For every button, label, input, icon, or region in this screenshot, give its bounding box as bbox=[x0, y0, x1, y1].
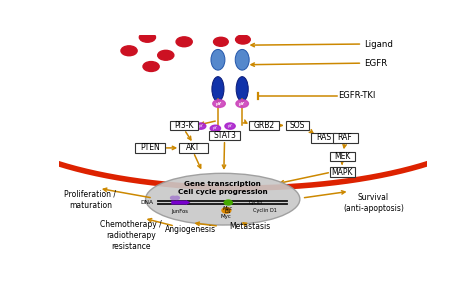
Ellipse shape bbox=[235, 49, 249, 70]
Text: pY: pY bbox=[228, 124, 233, 128]
FancyBboxPatch shape bbox=[170, 121, 199, 130]
Text: Myc: Myc bbox=[223, 206, 233, 211]
FancyBboxPatch shape bbox=[179, 143, 208, 153]
Text: pY: pY bbox=[198, 124, 203, 128]
Ellipse shape bbox=[212, 77, 224, 101]
FancyBboxPatch shape bbox=[249, 121, 279, 130]
Circle shape bbox=[174, 196, 179, 199]
Text: Proliferation /
maturation: Proliferation / maturation bbox=[64, 190, 117, 210]
FancyBboxPatch shape bbox=[210, 131, 240, 140]
Text: Gene transcription
Cell cycle progression: Gene transcription Cell cycle progressio… bbox=[178, 181, 268, 195]
Text: EGFR: EGFR bbox=[364, 59, 387, 68]
Ellipse shape bbox=[236, 77, 248, 101]
Circle shape bbox=[213, 37, 228, 46]
Text: Chemotherapy /
radiotherapy
resistance: Chemotherapy / radiotherapy resistance bbox=[100, 220, 162, 251]
Text: RAS: RAS bbox=[316, 133, 331, 142]
Circle shape bbox=[224, 200, 232, 205]
Circle shape bbox=[222, 208, 231, 213]
Ellipse shape bbox=[146, 173, 300, 225]
Text: PI3-K: PI3-K bbox=[174, 121, 194, 130]
Circle shape bbox=[225, 123, 235, 129]
Text: STAT3: STAT3 bbox=[213, 131, 236, 140]
Text: DNA: DNA bbox=[140, 200, 153, 205]
Text: Angiogenesis: Angiogenesis bbox=[165, 225, 216, 234]
FancyBboxPatch shape bbox=[329, 167, 355, 177]
Text: Ligand: Ligand bbox=[364, 39, 393, 48]
Circle shape bbox=[236, 35, 250, 44]
Text: Myc: Myc bbox=[221, 214, 232, 220]
Circle shape bbox=[171, 196, 176, 199]
Text: RAF: RAF bbox=[337, 133, 353, 142]
Text: Metastasis: Metastasis bbox=[229, 222, 271, 231]
Circle shape bbox=[143, 62, 159, 72]
FancyBboxPatch shape bbox=[285, 121, 309, 130]
Text: pY: pY bbox=[239, 102, 246, 106]
Circle shape bbox=[176, 37, 192, 47]
Text: EGFR-TKI: EGFR-TKI bbox=[338, 91, 376, 100]
FancyBboxPatch shape bbox=[333, 133, 357, 142]
Text: SOS: SOS bbox=[290, 121, 305, 130]
Circle shape bbox=[158, 50, 174, 60]
Text: Survival
(anti-apoptosis): Survival (anti-apoptosis) bbox=[343, 193, 404, 213]
Text: pY: pY bbox=[213, 126, 218, 130]
Text: D1: D1 bbox=[225, 208, 231, 214]
Text: GRB2: GRB2 bbox=[254, 121, 275, 130]
Circle shape bbox=[139, 32, 155, 42]
Text: Cyclin: Cyclin bbox=[248, 200, 263, 205]
Circle shape bbox=[196, 123, 206, 129]
Ellipse shape bbox=[211, 49, 225, 70]
FancyArrow shape bbox=[171, 200, 191, 205]
Circle shape bbox=[236, 100, 248, 107]
Circle shape bbox=[213, 100, 225, 107]
FancyBboxPatch shape bbox=[135, 143, 165, 153]
Text: MAPK: MAPK bbox=[331, 168, 353, 177]
FancyBboxPatch shape bbox=[311, 133, 336, 142]
FancyBboxPatch shape bbox=[329, 152, 355, 161]
Text: PTEN: PTEN bbox=[140, 143, 160, 152]
Circle shape bbox=[121, 46, 137, 56]
Text: pY: pY bbox=[216, 102, 222, 106]
Text: AKT: AKT bbox=[186, 143, 201, 152]
Circle shape bbox=[210, 125, 220, 131]
Text: Cyclin D1: Cyclin D1 bbox=[253, 208, 277, 213]
Text: JunFos: JunFos bbox=[171, 208, 188, 214]
Text: MEK: MEK bbox=[334, 152, 350, 161]
